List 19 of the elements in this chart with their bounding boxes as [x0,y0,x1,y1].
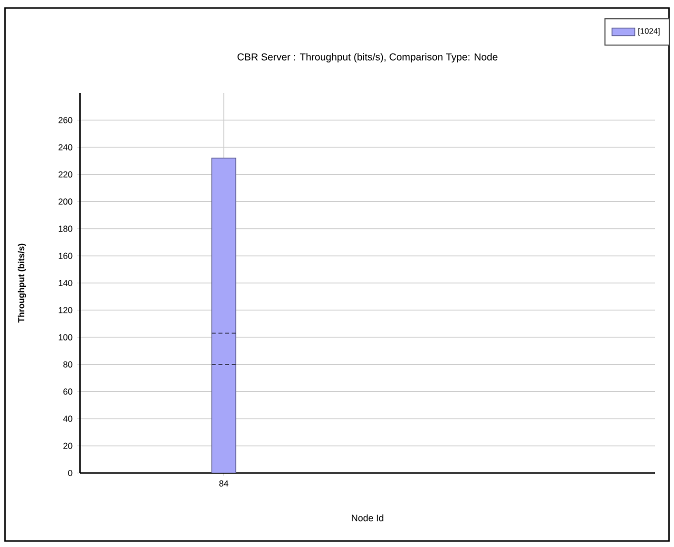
y-tick-label: 260 [58,117,72,124]
x-tick-label: 84 [219,480,228,487]
y-tick-label: 180 [58,226,72,232]
y-tick-label: 120 [58,307,72,314]
y-tick-label: 140 [58,280,72,286]
legend-label: [1024] [638,28,660,36]
y-tick-label: 240 [58,144,72,150]
y-tick-label: 220 [58,171,72,178]
y-axis-title: Throughput (bits/s) [18,244,26,323]
y-tick-label: 0 [68,470,72,476]
x-axis-title: Node Id [352,514,384,522]
chart-title: CBR Server : Throughput (bits/s), Comparison Type: Node [238,53,498,62]
y-tick-label: 200 [58,198,72,205]
y-tick-label: 40 [63,416,72,422]
y-tick-label: 60 [63,388,72,395]
y-tick-label: 80 [63,361,72,368]
y-tick-label: 20 [63,442,72,449]
y-tick-label: 100 [58,334,72,340]
y-tick-label: 160 [58,252,72,259]
